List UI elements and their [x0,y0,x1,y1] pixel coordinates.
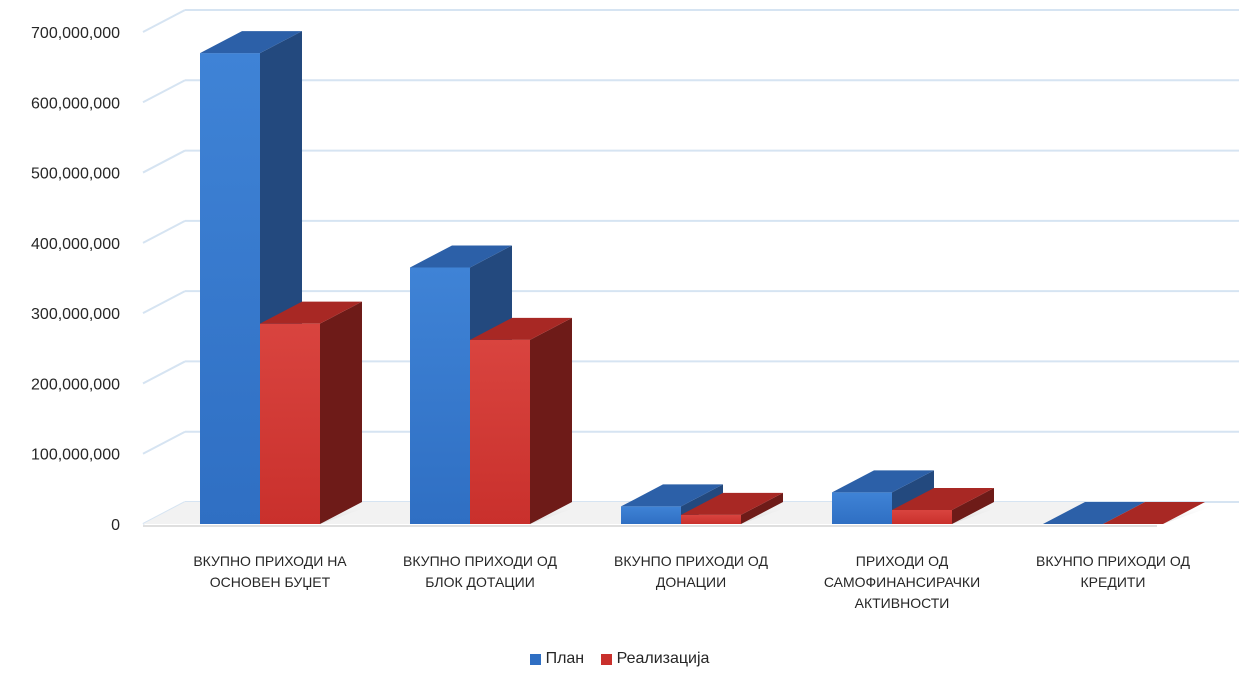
legend-swatch-realization [600,653,612,665]
bar-plan [832,492,892,524]
bar-plan [410,267,470,524]
bar-top-realization [260,301,362,324]
y-tick-label: 200,000,000 [31,376,120,393]
x-category-label: ПРИХОДИ ОД САМОФИНАНСИРАЧКИ АКТИВНОСТИ [823,553,981,611]
bar-realization [470,339,530,524]
gridline-side [142,430,186,455]
bar-realization [892,509,952,524]
bar-top-realization [681,492,783,515]
legend-item-plan: План [529,650,585,668]
bar-realization [260,323,320,524]
gridline-side [142,219,186,244]
legend-swatch-plan [529,653,541,665]
bar-side-realization [741,492,783,524]
bar-top-plan [200,31,302,54]
bar-top-plan [1043,502,1145,524]
bar-realization [681,514,741,524]
bar-plan [621,506,681,524]
y-tick-label: 500,000,000 [31,166,120,183]
legend-item-realization: Реализација [600,650,710,668]
bar-top-realization [1103,502,1205,524]
gridline-side [142,9,186,33]
y-tick-label: 600,000,000 [31,95,120,112]
bar-top-realization [470,317,572,340]
gridline-side [142,360,186,385]
y-tick-label: 100,000,000 [31,447,120,464]
x-category-label: ВКУПНО ПРИХОДИ НА ОСНОВЕН БУЏЕТ [193,553,347,590]
chart-area: 0 100,000,000 200,000,000 300,000,000 400,00… [31,9,1239,534]
bar-side-realization [320,301,362,524]
bar-top-plan [410,245,512,268]
gridline-side [142,149,186,174]
legend-label-realization: Реализација [616,650,710,667]
bar-top-plan [621,484,723,507]
y-tick-label: 700,000,000 [31,25,120,42]
bar-top-realization [892,487,994,510]
bar-top-plan [832,470,934,493]
gridline-side [142,290,186,315]
legend-label-plan: План [545,650,585,667]
gridline-side [142,79,186,104]
x-category-label: ВКУНПО ПРИХОДИ ОД КРЕДИТИ [1036,553,1190,590]
x-category-label: ВКУПНО ПРИХОДИ ОД БЛОК ДОТАЦИИ [403,553,557,590]
bar-side-realization [530,317,572,524]
legend: План Реализација [0,650,1239,670]
bar-side-realization [952,487,994,524]
y-tick-label: 300,000,000 [31,306,120,323]
x-category-label: ВКУНПО ПРИХОДИ ОД ДОНАЦИИ [614,553,768,590]
y-tick-label: 400,000,000 [31,236,120,253]
bar-plan [200,53,260,524]
y-tick-label: 0 [111,517,120,534]
